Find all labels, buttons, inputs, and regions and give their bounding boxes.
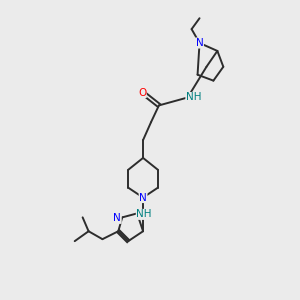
Text: O: O	[138, 88, 146, 98]
Text: NH: NH	[186, 92, 201, 103]
Text: N: N	[139, 193, 147, 202]
Text: N: N	[196, 38, 203, 48]
Text: NH: NH	[136, 209, 152, 219]
Text: N: N	[113, 213, 121, 224]
